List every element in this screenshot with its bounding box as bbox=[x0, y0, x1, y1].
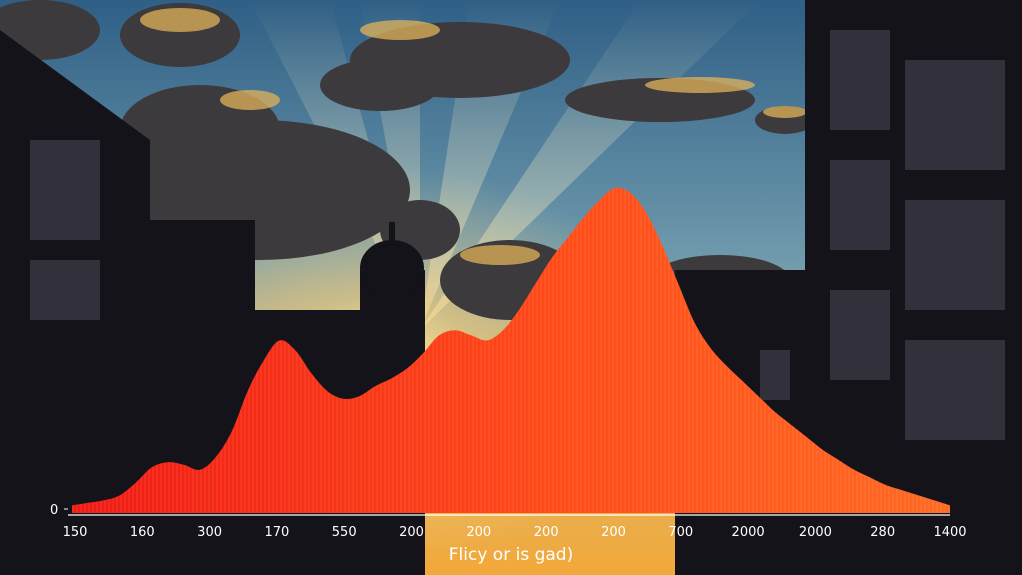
x-tick-label: 160 bbox=[130, 525, 155, 540]
area-texture bbox=[72, 187, 950, 513]
x-tick-label: 170 bbox=[264, 525, 289, 540]
chart-layer: 0 150 160 300 170 550 200 200 200 200 700 2000 2000… bbox=[50, 187, 967, 565]
x-axis-title: Flicy or is gad) bbox=[449, 545, 573, 565]
x-tick-label: 2000 bbox=[799, 525, 832, 540]
x-tick-label: 550 bbox=[332, 525, 357, 540]
x-tick-label: 280 bbox=[870, 525, 895, 540]
x-tick-label: 200 bbox=[399, 525, 424, 540]
y-tick-label: 0 bbox=[50, 503, 58, 518]
x-tick-label: 200 bbox=[466, 525, 491, 540]
cloud-highlights bbox=[140, 8, 807, 265]
x-tick-label: 150 bbox=[63, 525, 88, 540]
x-tick-labels: 150 160 300 170 550 200 200 200 200 700 2000 2000 28… bbox=[63, 525, 967, 540]
x-tick-label: 200 bbox=[601, 525, 626, 540]
x-tick-label: 2000 bbox=[732, 525, 765, 540]
building-windows bbox=[30, 30, 1005, 440]
x-tick-label: 700 bbox=[668, 525, 693, 540]
x-tick-label: 300 bbox=[197, 525, 222, 540]
x-tick-label: 1400 bbox=[933, 525, 966, 540]
x-tick-label: 200 bbox=[534, 525, 559, 540]
